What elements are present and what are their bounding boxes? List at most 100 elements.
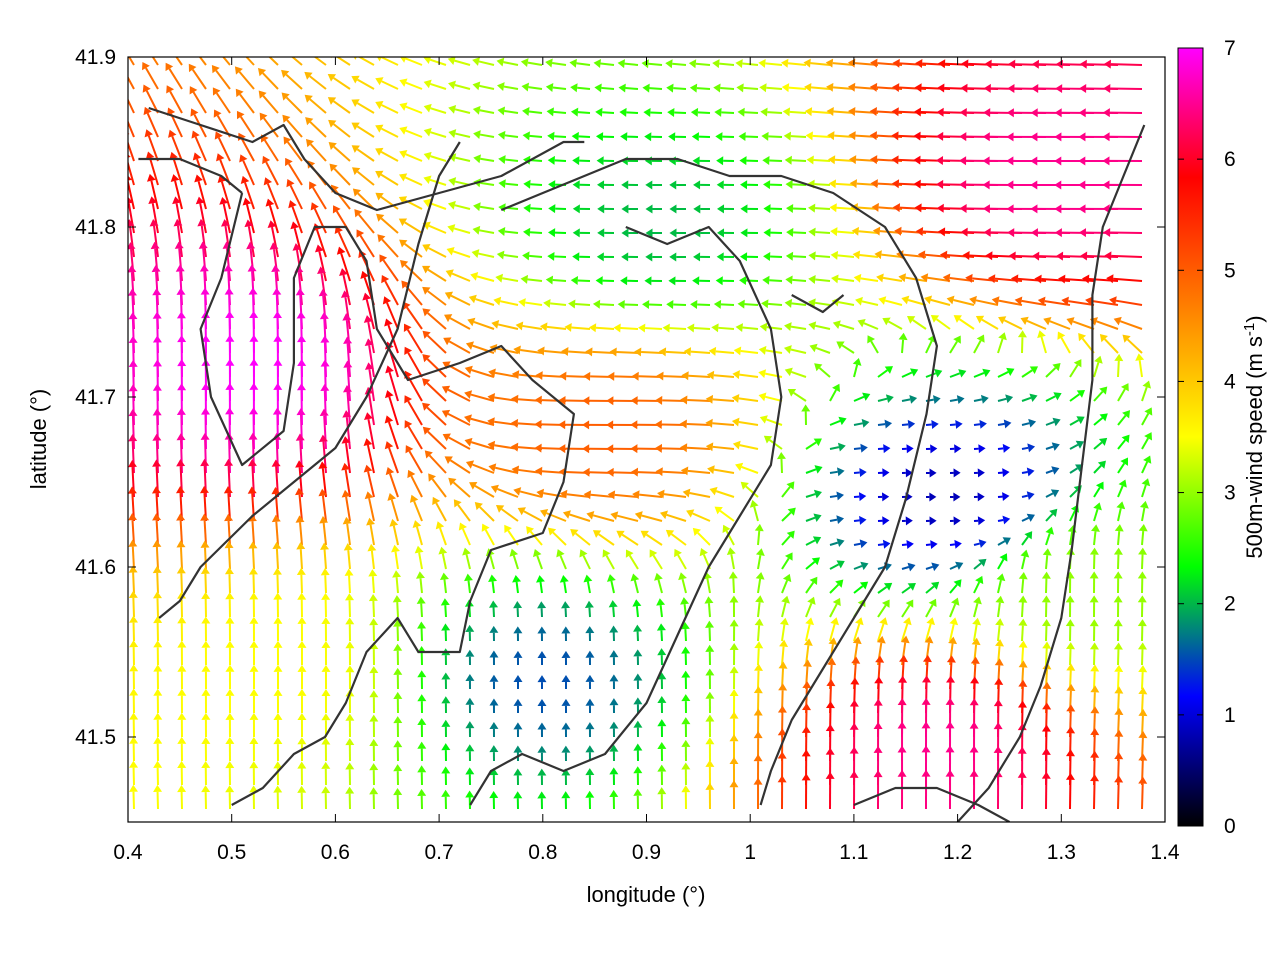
wind-arrow xyxy=(489,745,499,762)
wind-arrow xyxy=(585,626,595,642)
wind-arrow xyxy=(561,650,571,666)
wind-arrow xyxy=(641,59,663,69)
wind-arrow xyxy=(640,530,663,546)
wind-arrow xyxy=(352,167,375,186)
wind-arrow xyxy=(297,592,307,618)
wind-arrow xyxy=(853,617,864,642)
wind-arrow xyxy=(564,322,591,332)
wind-arrow xyxy=(825,771,835,810)
wind-arrow xyxy=(128,590,138,618)
wind-arrow xyxy=(201,591,211,618)
wind-arrow xyxy=(829,617,840,642)
wind-arrow xyxy=(244,219,255,258)
wind-arrow xyxy=(526,526,543,546)
wind-arrow xyxy=(405,445,423,474)
wind-arrow xyxy=(829,491,844,501)
wind-arrow xyxy=(128,434,138,474)
wind-arrow xyxy=(520,58,543,68)
wind-arrow xyxy=(681,762,691,786)
wind-arrow xyxy=(465,697,475,714)
wind-arrow xyxy=(342,313,352,354)
wind-arrow xyxy=(657,672,667,690)
wind-arrow xyxy=(153,760,163,786)
wind-arrow xyxy=(669,252,687,262)
wind-arrow xyxy=(201,760,211,786)
wind-arrow xyxy=(643,107,663,117)
wind-arrow xyxy=(805,596,816,618)
wind-arrow xyxy=(200,513,210,546)
wind-arrow xyxy=(128,154,135,186)
wind-arrow xyxy=(441,409,471,426)
wind-arrow xyxy=(148,196,159,234)
wind-arrow xyxy=(444,314,471,330)
wind-arrow xyxy=(442,433,471,450)
wind-arrow xyxy=(829,538,845,547)
wind-arrow xyxy=(584,600,594,618)
wind-arrow xyxy=(808,298,831,308)
wind-arrow xyxy=(758,58,783,68)
wind-arrow xyxy=(320,542,330,570)
wind-arrow xyxy=(597,204,615,214)
wind-arrow xyxy=(319,408,329,450)
wind-arrow xyxy=(657,648,667,666)
wind-arrow xyxy=(633,697,643,714)
x-tick-label: 0.8 xyxy=(528,841,557,864)
wind-arrow xyxy=(464,437,495,450)
wind-arrow xyxy=(417,717,427,738)
wind-arrow xyxy=(556,549,567,570)
wind-arrow xyxy=(666,83,687,93)
wind-arrow xyxy=(342,410,352,450)
wind-arrow xyxy=(417,646,427,666)
wind-arrow xyxy=(330,57,351,66)
wind-arrow xyxy=(291,57,303,66)
wind-arrow xyxy=(443,337,471,354)
wind-arrow xyxy=(1117,457,1129,474)
wind-arrow xyxy=(273,688,283,714)
wind-arrow xyxy=(649,549,663,570)
wind-arrow xyxy=(440,598,450,618)
wind-arrow xyxy=(305,117,327,138)
wind-arrow xyxy=(925,617,936,642)
wind-arrow xyxy=(441,623,451,642)
wind-arrow xyxy=(385,365,399,402)
wind-arrow xyxy=(1021,467,1035,477)
wind-arrow xyxy=(572,204,591,214)
wind-arrow xyxy=(877,539,891,549)
wind-arrow xyxy=(271,486,281,522)
wind-arrow xyxy=(393,740,403,762)
wind-arrow xyxy=(1093,355,1103,378)
wind-arrow xyxy=(828,179,855,189)
wind-arrow xyxy=(342,516,352,546)
wind-arrow xyxy=(1114,775,1124,810)
wind-arrow xyxy=(645,252,663,262)
wind-arrow xyxy=(682,488,711,498)
wind-arrow xyxy=(1113,642,1123,666)
wind-arrow xyxy=(729,619,739,642)
wind-arrow xyxy=(1045,489,1060,498)
wind-arrow xyxy=(1122,334,1143,354)
wind-arrow xyxy=(901,368,919,378)
wind-arrow xyxy=(219,196,231,234)
wind-arrow xyxy=(517,507,543,522)
wind-arrow xyxy=(375,192,399,210)
wind-arrow xyxy=(686,509,711,522)
wind-arrow xyxy=(447,224,471,234)
wind-arrow xyxy=(1045,392,1062,402)
wind-arrow xyxy=(877,599,890,618)
wind-arrow xyxy=(175,57,183,66)
wind-arrow xyxy=(441,672,451,690)
wind-arrow xyxy=(586,511,615,522)
wind-arrow xyxy=(351,145,375,162)
wind-arrow xyxy=(271,514,281,546)
wind-arrow xyxy=(267,220,279,258)
wind-arrow xyxy=(128,219,135,258)
wind-arrow xyxy=(225,785,235,810)
wind-arrow xyxy=(297,761,307,786)
wind-arrow xyxy=(1089,619,1099,642)
wind-arrow xyxy=(513,791,523,810)
wind-arrow xyxy=(588,323,615,333)
wind-arrow xyxy=(876,273,903,283)
wind-arrow xyxy=(423,198,447,210)
wind-arrow xyxy=(537,601,547,618)
wind-arrow xyxy=(393,764,403,786)
